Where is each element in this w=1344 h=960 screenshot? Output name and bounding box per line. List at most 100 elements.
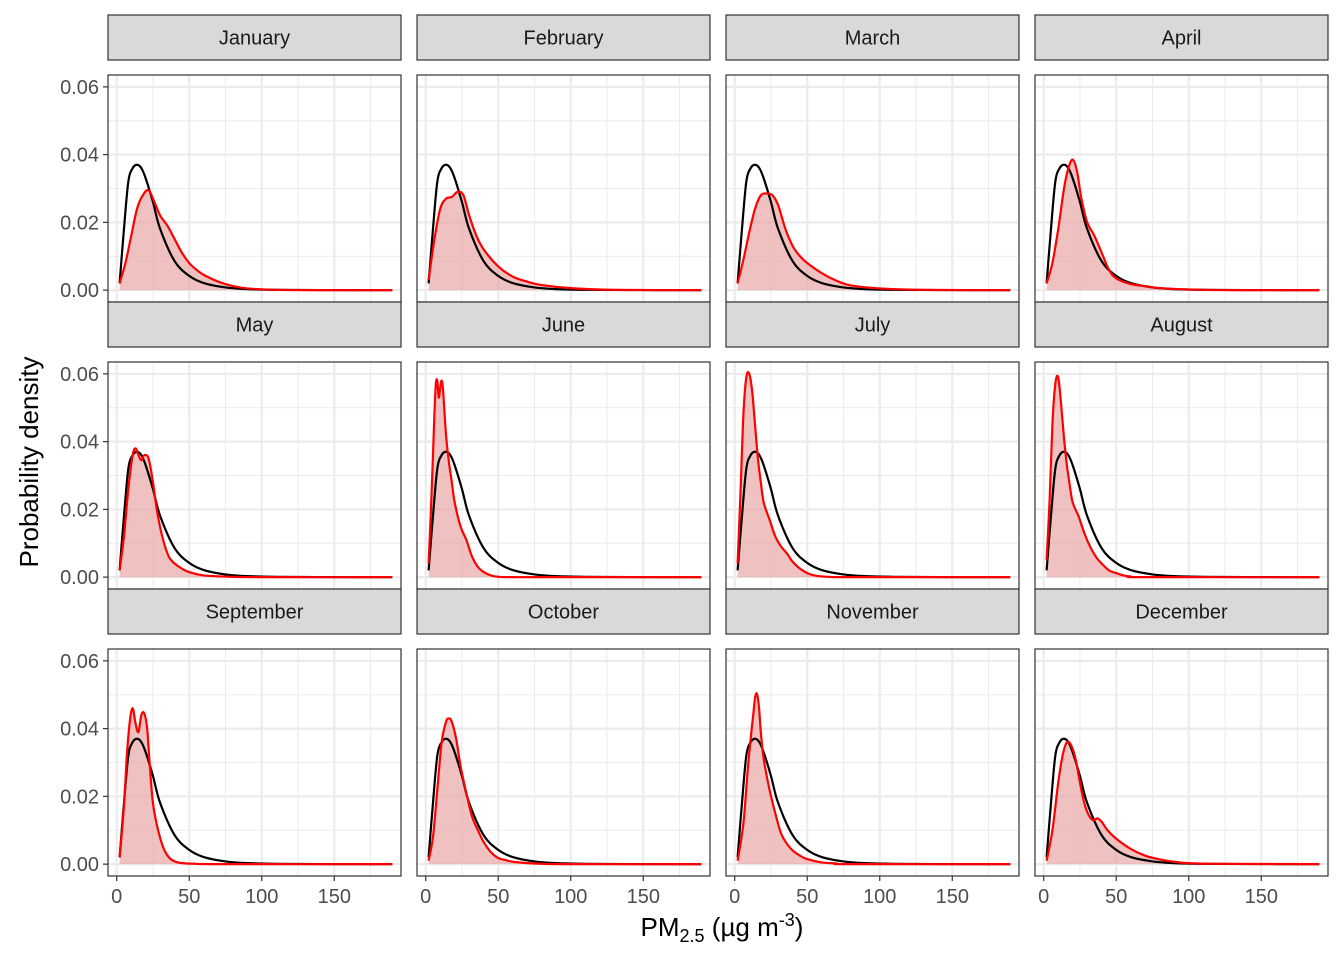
- density-line-november: [736, 691, 1011, 866]
- data-layer-september: [118, 707, 393, 866]
- x-tick-label: 0: [111, 886, 122, 908]
- strip-label-may: May: [236, 315, 274, 337]
- density-area-august: [1046, 375, 1320, 578]
- y-tick-label: 0.00: [60, 280, 99, 302]
- grid-august: [1035, 362, 1328, 589]
- x-tick-label: 0: [420, 886, 431, 908]
- y-tick-label: 0.04: [60, 145, 99, 167]
- density-area-july: [737, 372, 1011, 578]
- x-axis-title-close: ): [795, 912, 804, 942]
- x-tick-label: 150: [1245, 886, 1278, 908]
- reference-density-line: [736, 163, 1011, 292]
- x-tick-label: 100: [245, 886, 278, 908]
- panel-october: October 0 50 100 150: [416, 588, 711, 908]
- x-axis-title: PM2.5 (µg m-3): [641, 910, 804, 946]
- strip-label-february: February: [523, 28, 603, 50]
- y-tick-label: 0.02: [60, 786, 99, 808]
- density-line-may: [118, 447, 393, 579]
- strip-december: [1034, 588, 1329, 635]
- y-tick-label: 0.02: [60, 499, 99, 521]
- strip-september: [107, 588, 402, 635]
- density-line-february: [427, 190, 702, 292]
- strip-october: [416, 588, 711, 635]
- y-axis-title: Probability density: [14, 357, 44, 568]
- strip-march: [725, 14, 1020, 61]
- data-layer-february: [427, 163, 702, 292]
- strip-label-december: December: [1135, 602, 1228, 624]
- strip-july: [725, 301, 1020, 348]
- density-area-january: [119, 189, 393, 291]
- strip-february: [416, 14, 711, 61]
- density-area-march: [737, 193, 1011, 291]
- density-area-november: [737, 693, 1011, 865]
- strip-august: [1034, 301, 1329, 348]
- strip-label-september: September: [206, 602, 304, 624]
- density-line-december: [1045, 740, 1320, 866]
- x-tick-label: 100: [554, 886, 587, 908]
- reference-density-line: [427, 163, 702, 292]
- x-tick-label: 100: [863, 886, 896, 908]
- density-area-september: [119, 708, 393, 865]
- x-tick-label: 150: [627, 886, 660, 908]
- panel-december: December 0 50 100 150: [1034, 588, 1329, 908]
- y-tick-label: 0.06: [60, 364, 99, 386]
- strip-label-november: November: [826, 602, 919, 624]
- data-layer-april: [1045, 158, 1320, 292]
- data-layer-december: [1045, 737, 1320, 866]
- density-area-june: [428, 379, 702, 578]
- panel-august: August: [1034, 301, 1329, 590]
- x-tick-label: 0: [729, 886, 740, 908]
- data-layer-august: [1045, 374, 1320, 579]
- strip-label-june: June: [542, 315, 585, 337]
- strip-label-july: July: [855, 315, 891, 337]
- panel-march: March: [725, 14, 1020, 303]
- y-tick-label: 0.00: [60, 567, 99, 589]
- data-layer-june: [427, 378, 702, 579]
- x-tick-label: 150: [318, 886, 351, 908]
- strip-label-october: October: [528, 602, 599, 624]
- strip-label-august: August: [1150, 315, 1213, 337]
- strip-label-april: April: [1161, 28, 1201, 50]
- data-layer-july: [736, 371, 1011, 579]
- density-line-october: [427, 717, 702, 866]
- strip-january: [107, 14, 402, 61]
- panels-layer: January 0.00 0.02 0.04 0.06 February March Apri…: [60, 14, 1329, 908]
- grid-may: [108, 362, 401, 589]
- panel-border-october: [416, 648, 711, 877]
- density-line-july: [736, 371, 1011, 579]
- x-tick-label: 150: [936, 886, 969, 908]
- x-axis-title-exponent: -3: [779, 910, 795, 930]
- panel-border-september: [107, 648, 402, 877]
- panel-september: September 0.00 0.02 0.04 0.06 0 50 100 150: [60, 588, 402, 908]
- panel-border-november: [725, 648, 1020, 877]
- x-tick-label: 0: [1038, 886, 1049, 908]
- y-tick-label: 0.04: [60, 719, 99, 741]
- density-line-march: [736, 192, 1011, 292]
- panel-february: February: [416, 14, 711, 303]
- y-tick-label: 0.00: [60, 854, 99, 876]
- panel-may: May 0.00 0.02 0.04 0.06: [60, 301, 402, 590]
- density-area-may: [119, 448, 393, 578]
- data-layer-november: [736, 691, 1011, 866]
- grid-january: [108, 75, 401, 302]
- x-axis-title-main: PM: [641, 912, 680, 942]
- grid-july: [726, 362, 1019, 589]
- density-area-april: [1046, 159, 1320, 291]
- strip-label-january: January: [219, 28, 290, 50]
- data-layer-october: [427, 717, 702, 866]
- x-tick-label: 50: [1105, 886, 1127, 908]
- data-layer-may: [118, 447, 393, 579]
- strip-april: [1034, 14, 1329, 61]
- y-tick-label: 0.06: [60, 77, 99, 99]
- density-area-october: [428, 718, 702, 865]
- panel-june: June: [416, 301, 711, 590]
- data-layer-january: [118, 163, 393, 292]
- y-tick-label: 0.02: [60, 212, 99, 234]
- panel-november: November 0 50 100 150: [725, 588, 1020, 908]
- strip-june: [416, 301, 711, 348]
- panel-april: April: [1034, 14, 1329, 303]
- x-tick-label: 50: [178, 886, 200, 908]
- panel-july: July: [725, 301, 1020, 590]
- x-tick-label: 50: [487, 886, 509, 908]
